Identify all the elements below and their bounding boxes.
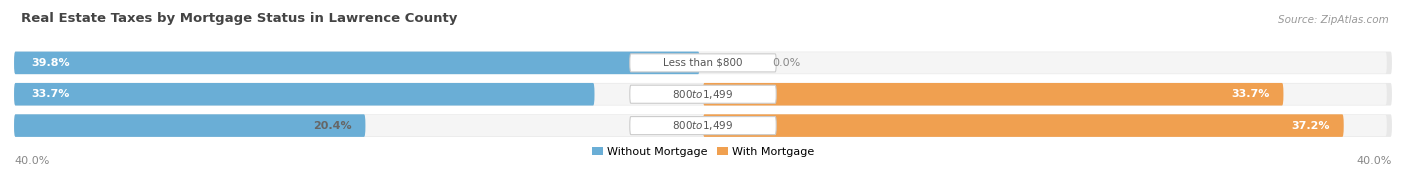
Text: 33.7%: 33.7% bbox=[31, 89, 70, 99]
Text: Less than $800: Less than $800 bbox=[664, 58, 742, 68]
FancyBboxPatch shape bbox=[630, 54, 776, 72]
Text: 40.0%: 40.0% bbox=[14, 156, 49, 166]
FancyBboxPatch shape bbox=[14, 52, 700, 74]
FancyBboxPatch shape bbox=[14, 83, 1392, 105]
FancyBboxPatch shape bbox=[14, 83, 595, 105]
Text: 39.8%: 39.8% bbox=[31, 58, 70, 68]
Text: 33.7%: 33.7% bbox=[1232, 89, 1270, 99]
Text: Real Estate Taxes by Mortgage Status in Lawrence County: Real Estate Taxes by Mortgage Status in … bbox=[21, 12, 457, 25]
FancyBboxPatch shape bbox=[14, 52, 1392, 74]
FancyBboxPatch shape bbox=[20, 52, 1386, 74]
FancyBboxPatch shape bbox=[20, 83, 1386, 105]
FancyBboxPatch shape bbox=[630, 117, 776, 135]
FancyBboxPatch shape bbox=[630, 85, 776, 103]
Text: $800 to $1,499: $800 to $1,499 bbox=[672, 119, 734, 132]
Text: Source: ZipAtlas.com: Source: ZipAtlas.com bbox=[1278, 15, 1389, 25]
Legend: Without Mortgage, With Mortgage: Without Mortgage, With Mortgage bbox=[588, 142, 818, 162]
Text: $800 to $1,499: $800 to $1,499 bbox=[672, 88, 734, 101]
FancyBboxPatch shape bbox=[14, 114, 366, 137]
Text: 37.2%: 37.2% bbox=[1292, 121, 1330, 131]
FancyBboxPatch shape bbox=[14, 114, 1392, 137]
FancyBboxPatch shape bbox=[20, 115, 1386, 136]
Text: 20.4%: 20.4% bbox=[314, 121, 352, 131]
FancyBboxPatch shape bbox=[703, 114, 1344, 137]
FancyBboxPatch shape bbox=[703, 83, 1284, 105]
Text: 40.0%: 40.0% bbox=[1357, 156, 1392, 166]
Text: 0.0%: 0.0% bbox=[772, 58, 800, 68]
